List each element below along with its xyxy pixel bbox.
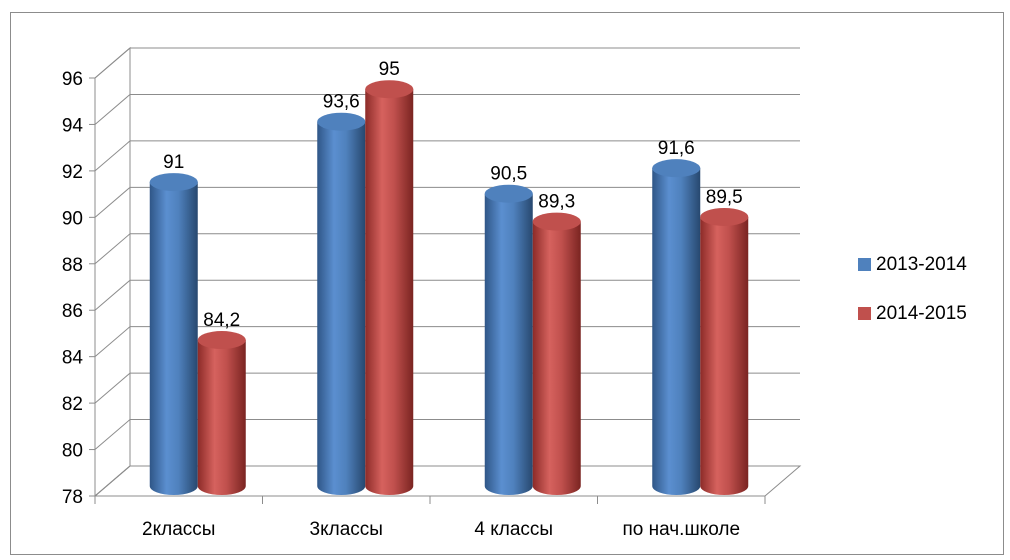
bar-top xyxy=(365,80,414,99)
gridline-side xyxy=(94,233,131,265)
legend-swatch xyxy=(858,258,871,271)
bar-body xyxy=(317,121,366,495)
x-category-label: 4 классы xyxy=(474,519,553,540)
bar-series2 xyxy=(365,80,414,495)
bar-body xyxy=(197,340,246,495)
bar-body xyxy=(484,193,533,495)
y-tick-label: 86 xyxy=(62,301,83,322)
bar-series2 xyxy=(700,207,749,495)
gridline-side xyxy=(94,47,131,79)
x-category-label: 3классы xyxy=(310,519,383,540)
x-category-label: по нач.школе xyxy=(622,519,740,540)
y-tick-label: 80 xyxy=(62,441,83,462)
legend-label: 2013-2014 xyxy=(876,254,967,275)
bar-top xyxy=(532,212,581,231)
gridline-side xyxy=(94,372,131,404)
y-tick-label: 90 xyxy=(62,208,83,229)
y-tick-label: 84 xyxy=(62,348,84,369)
bar-series1 xyxy=(149,173,198,495)
data-label: 95 xyxy=(379,59,400,80)
bar-top xyxy=(652,159,701,178)
data-label: 84,2 xyxy=(203,310,240,331)
legend: 2013-2014 2014-2015 xyxy=(858,254,967,324)
data-label: 90,5 xyxy=(490,164,527,185)
data-label: 91,6 xyxy=(658,138,695,159)
bar-top xyxy=(149,173,198,192)
x-category-label: 2классы xyxy=(142,519,215,540)
bar-series2 xyxy=(197,331,246,495)
gridline-side xyxy=(94,186,131,218)
gridline-side xyxy=(94,326,131,358)
gridline-side xyxy=(94,94,131,125)
bar-body xyxy=(652,168,701,495)
axes: 78 80 82 84 86 88 90 92 94 96 2классы 3классы 4 клас… xyxy=(62,69,766,540)
bar-series1 xyxy=(652,159,701,495)
gridline-side xyxy=(94,140,131,172)
data-label: 89,3 xyxy=(538,192,575,213)
bar-series1 xyxy=(484,184,533,495)
bar-top xyxy=(700,207,749,226)
bar-top xyxy=(197,331,246,350)
bar-top xyxy=(484,184,533,203)
bar-body xyxy=(149,182,198,495)
gridline-side xyxy=(94,465,131,497)
bar-body xyxy=(365,89,414,495)
legend-label: 2014-2015 xyxy=(876,303,967,324)
gridline-side xyxy=(94,419,131,450)
bars xyxy=(149,80,749,496)
side-wall xyxy=(94,46,131,498)
y-tick-label: 82 xyxy=(62,394,83,415)
y-tick-label: 94 xyxy=(62,115,84,136)
y-tick-label: 92 xyxy=(62,162,83,183)
y-tick-label: 78 xyxy=(62,487,83,508)
bar-body xyxy=(532,221,581,496)
bar-body xyxy=(700,216,749,495)
bar-series1 xyxy=(317,112,366,495)
gridline-side xyxy=(94,279,131,311)
data-label: 93,6 xyxy=(323,92,360,113)
y-tick-label: 88 xyxy=(62,255,83,276)
legend-swatch xyxy=(858,307,871,320)
data-labels: 91 84,2 93,6 95 90,5 89,3 91,6 89,5 xyxy=(163,59,743,331)
data-label: 89,5 xyxy=(706,187,743,208)
data-label: 91 xyxy=(163,152,184,173)
bar-series2 xyxy=(532,212,581,496)
y-tick-label: 96 xyxy=(62,69,83,90)
bar-top xyxy=(317,112,366,131)
